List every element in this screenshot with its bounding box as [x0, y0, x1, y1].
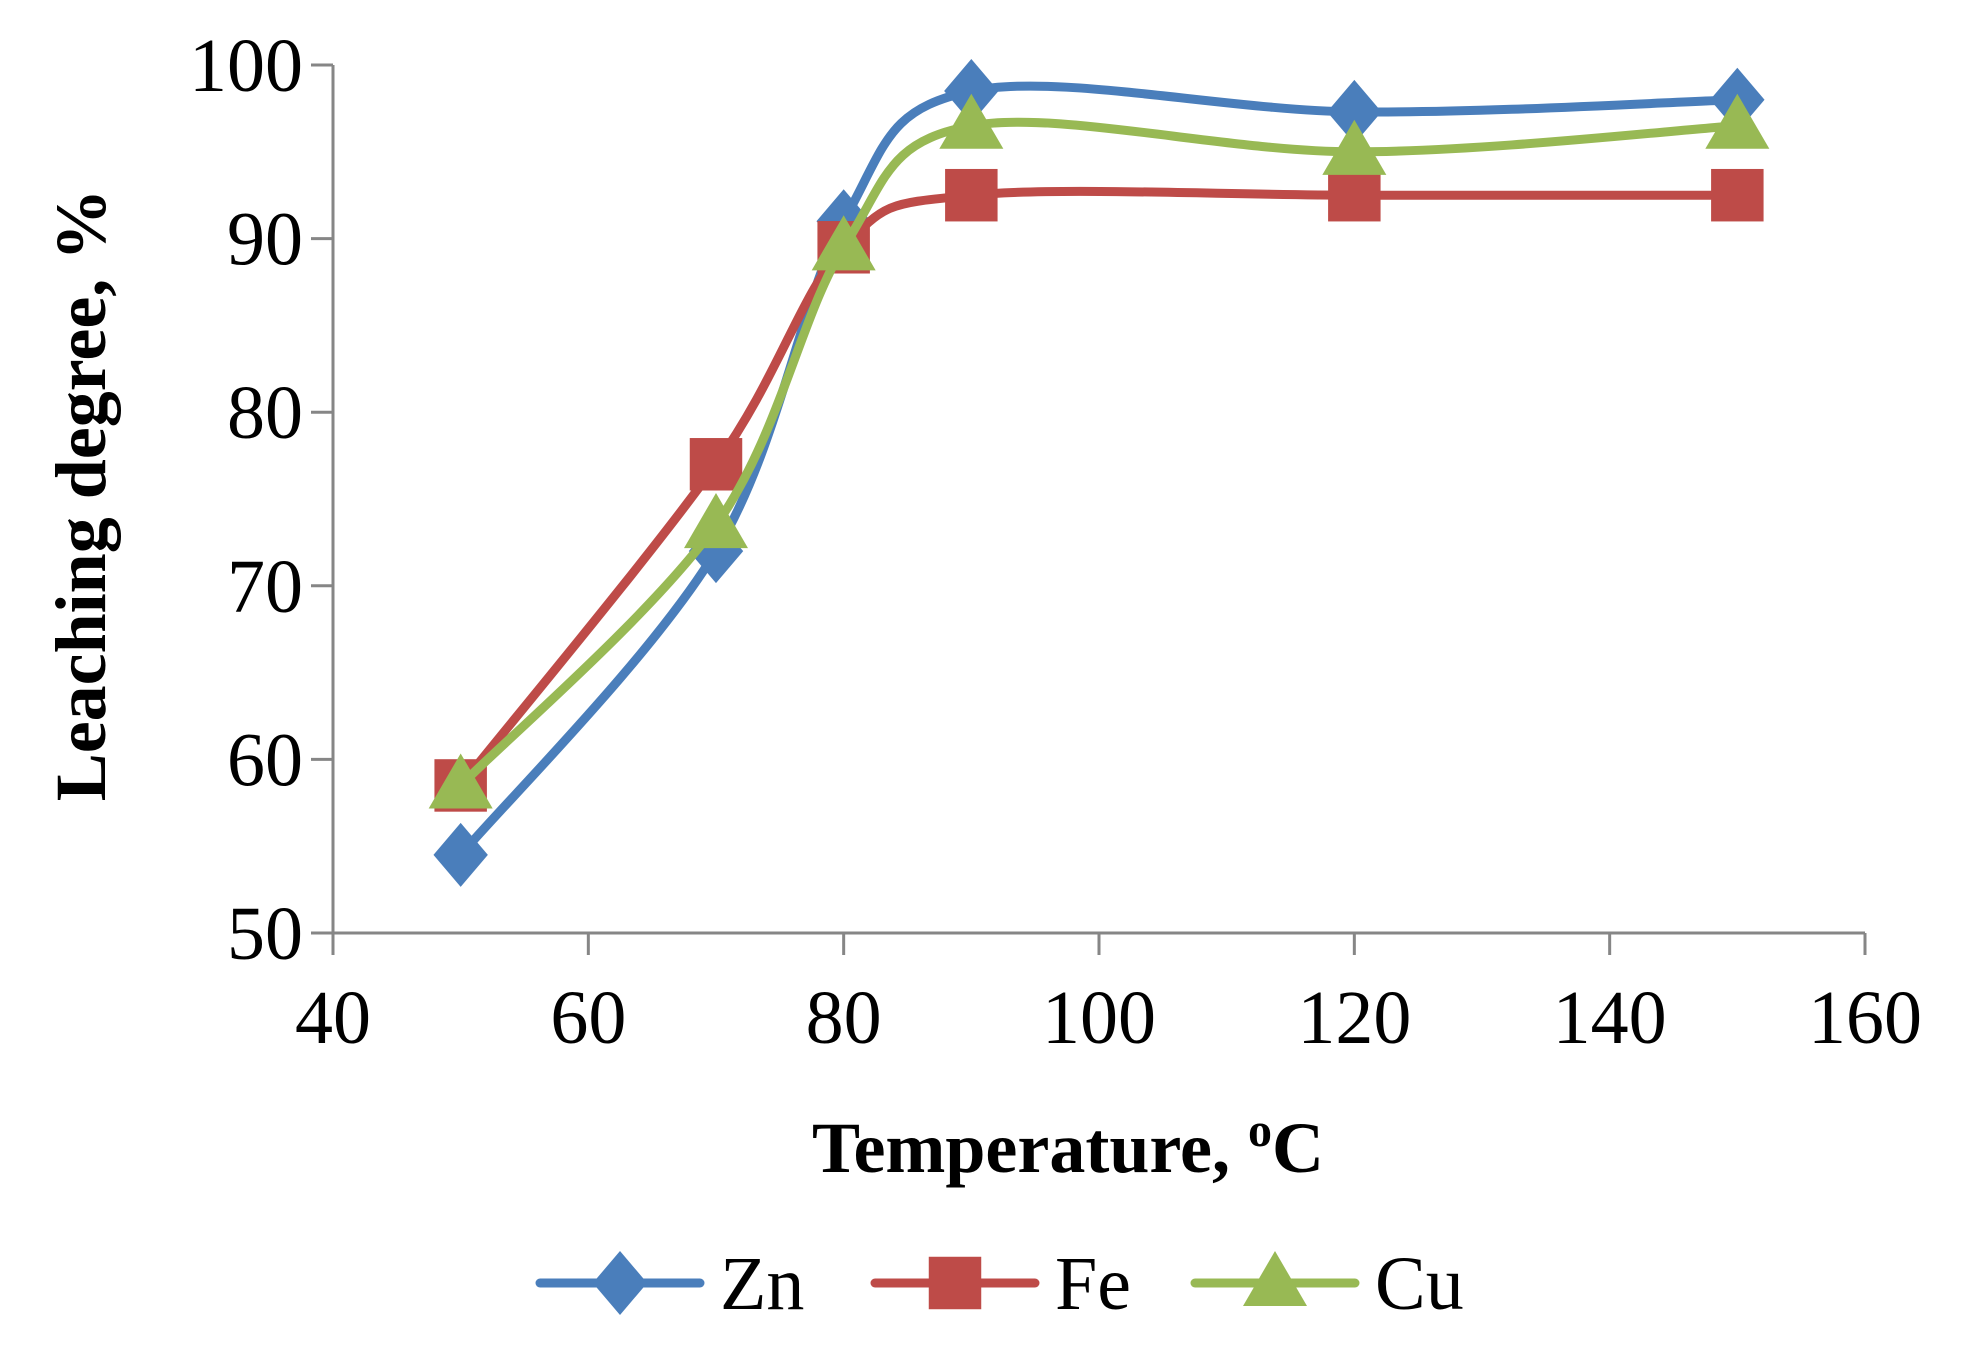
legend-label-zn: Zn [720, 1242, 804, 1326]
x-axis-title-superscript: o [1248, 1104, 1272, 1157]
tick-labels: 50 60 70 80 90 100 40 60 80 100 120 140 160 [189, 24, 1922, 1060]
series-cu [428, 93, 1770, 809]
x-tick-label: 140 [1553, 976, 1667, 1060]
x-tick-label: 60 [550, 976, 626, 1060]
legend-swatch-marker-cu [1243, 1251, 1307, 1307]
legend-item-zn: Zn [535, 1242, 804, 1326]
x-axis-title-unit: C [1272, 1108, 1324, 1188]
x-axis-title: Temperature, oC [812, 1104, 1324, 1188]
data-point-cu [811, 215, 876, 271]
series-line-cu [456, 117, 1742, 790]
legend-item-cu: Cu [1190, 1242, 1464, 1326]
axes [311, 63, 1867, 955]
x-tick-label: 80 [806, 976, 882, 1060]
x-tick-label: 40 [295, 976, 371, 1060]
data-point-fe [1711, 168, 1764, 222]
legend-item-fe: Fe [870, 1242, 1131, 1326]
y-tick-label: 80 [227, 371, 303, 455]
legend-label-fe: Fe [1055, 1242, 1131, 1326]
data-point-cu [1705, 93, 1770, 149]
x-tick-label: 100 [1042, 976, 1156, 1060]
y-tick-label: 50 [227, 892, 303, 976]
legend-swatch-marker-fe [928, 1256, 982, 1310]
data-point-cu [1322, 119, 1387, 175]
data-point-fe [945, 168, 998, 222]
data-point-cu [428, 753, 493, 809]
y-tick-label: 70 [227, 545, 303, 629]
y-tick-label: 100 [189, 24, 303, 108]
legend: Zn Fe Cu [535, 1242, 1464, 1326]
y-tick-label: 90 [227, 198, 303, 282]
series-line-zn [456, 81, 1742, 860]
data-point-zn [944, 59, 999, 124]
data-point-cu [939, 93, 1004, 149]
legend-label-cu: Cu [1375, 1242, 1464, 1326]
data-point-fe [689, 438, 743, 491]
data-point-zn [433, 822, 488, 887]
y-tick-label: 60 [227, 718, 303, 802]
series-layer [428, 59, 1770, 887]
data-point-zn [1327, 79, 1382, 144]
data-point-fe [1328, 168, 1381, 222]
x-tick-label: 160 [1808, 976, 1922, 1060]
series-line-fe [456, 186, 1742, 790]
legend-swatch-marker-zn [592, 1251, 648, 1315]
data-point-cu [684, 493, 748, 549]
y-axis-title: Leaching degree, % [41, 189, 121, 802]
x-axis-title-text: Temperature, [812, 1108, 1248, 1188]
x-tick-label: 120 [1297, 976, 1411, 1060]
